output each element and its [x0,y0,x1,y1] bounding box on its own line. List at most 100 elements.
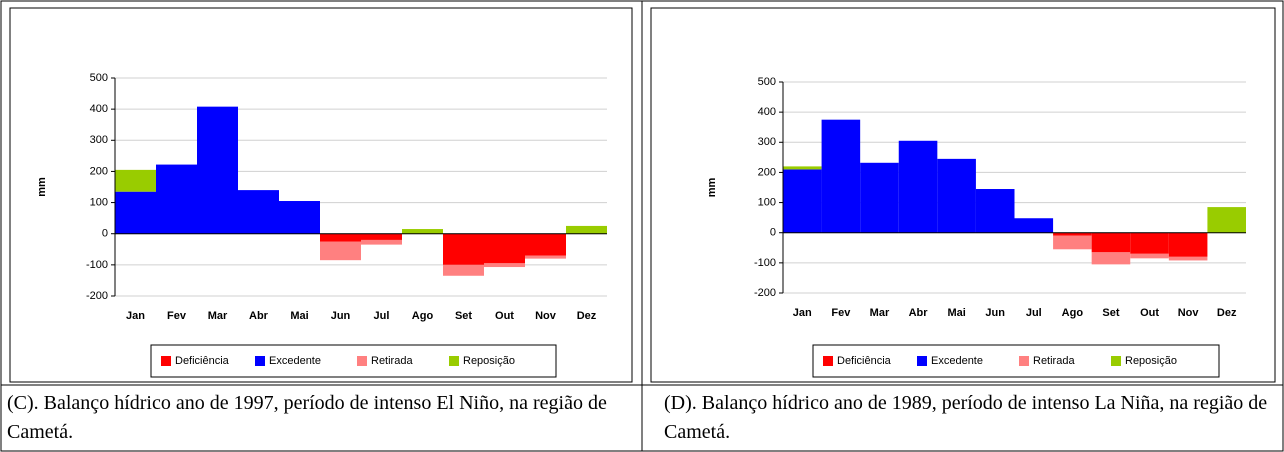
y-tick-label: 0 [770,227,776,239]
y-tick-label: 200 [90,165,108,177]
bar [320,241,361,261]
legend-label: Retirada [1033,355,1075,367]
legend-label: Excedente [931,355,983,367]
legend-label: Reposição [1125,355,1177,367]
bar [1091,252,1131,265]
x-tick-label: Jan [126,310,145,322]
bar [1091,232,1131,253]
x-tick-label: Ago [1062,307,1084,319]
y-tick-label: -200 [754,287,776,299]
x-tick-label: Jul [1026,307,1042,319]
y-axis-label: mm [36,177,48,197]
bar [1207,207,1246,233]
x-tick-label: Out [495,310,514,322]
x-tick-label: Mar [870,307,890,319]
x-tick-label: Fev [167,310,187,322]
bar [525,233,566,256]
x-tick-label: Jul [374,310,390,322]
legend-swatch [449,356,459,366]
bar [197,106,238,234]
bar [361,239,402,245]
legend-label: Retirada [371,355,413,367]
x-tick-label: Fev [831,307,851,319]
x-tick-label: Jan [793,307,812,319]
bar [1014,218,1054,233]
bar [937,158,976,233]
x-tick-label: Dez [1217,307,1237,319]
bar [484,263,525,268]
bar [783,169,822,233]
y-tick-label: -100 [86,259,108,271]
bar [821,119,861,233]
x-tick-label: Ago [412,310,434,322]
x-tick-label: Mai [290,310,308,322]
y-tick-label: 200 [758,166,776,178]
y-tick-label: 300 [758,136,776,148]
chart-frame [650,7,1276,383]
bar [279,201,320,234]
bar [238,190,279,234]
chart-frame [9,7,633,383]
bar [1053,232,1092,236]
y-tick-label: 500 [758,76,776,88]
y-tick-label: 400 [90,103,108,115]
legend-swatch [1019,356,1029,366]
legend-swatch [1111,356,1121,366]
x-tick-label: Abr [249,310,269,322]
x-tick-label: Mai [947,307,965,319]
legend-label: Excedente [269,355,321,367]
y-tick-label: 0 [102,228,108,240]
x-tick-label: Dez [577,310,597,322]
legend-swatch [161,356,171,366]
bar [860,162,899,233]
bar [1130,232,1169,254]
bar [975,189,1015,233]
x-tick-label: Set [1102,307,1119,319]
caption: (D). Balanço hídrico ano de 1989, períod… [664,392,1268,443]
legend-swatch [357,356,367,366]
bar [1168,256,1208,261]
bar [1130,253,1169,259]
bar [320,233,361,242]
y-tick-label: 400 [758,106,776,118]
bar [361,233,402,240]
y-tick-label: -200 [86,290,108,302]
legend-box [150,344,557,378]
x-tick-label: Jun [985,307,1005,319]
bar [783,166,822,170]
bar [443,233,484,265]
x-tick-label: Nov [1178,307,1200,319]
x-tick-label: Mar [208,310,228,322]
bar [443,264,484,276]
caption: (C). Balanço hídrico ano de 1997, períod… [7,392,607,443]
bar [898,140,938,233]
legend-swatch [255,356,265,366]
y-tick-label: 100 [758,196,776,208]
bar [115,191,156,234]
x-tick-label: Abr [909,307,929,319]
bar [566,225,607,234]
x-tick-label: Set [455,310,472,322]
bar [484,233,525,264]
x-tick-label: Out [1140,307,1159,319]
bar [1168,232,1208,257]
bar [156,164,197,234]
y-tick-label: 100 [90,196,108,208]
legend-swatch [917,356,927,366]
legend-box [812,344,1220,378]
bar [525,255,566,259]
x-tick-label: Nov [535,310,557,322]
y-tick-label: 500 [90,72,108,84]
legend-label: Deficiência [837,355,892,367]
legend-label: Deficiência [175,355,230,367]
bar [1053,235,1092,250]
legend-swatch [823,356,833,366]
y-axis-label: mm [706,178,718,198]
y-tick-label: 300 [90,134,108,146]
bar [402,229,443,234]
bar [115,169,156,192]
x-tick-label: Jun [331,310,351,322]
y-tick-label: -100 [754,257,776,269]
